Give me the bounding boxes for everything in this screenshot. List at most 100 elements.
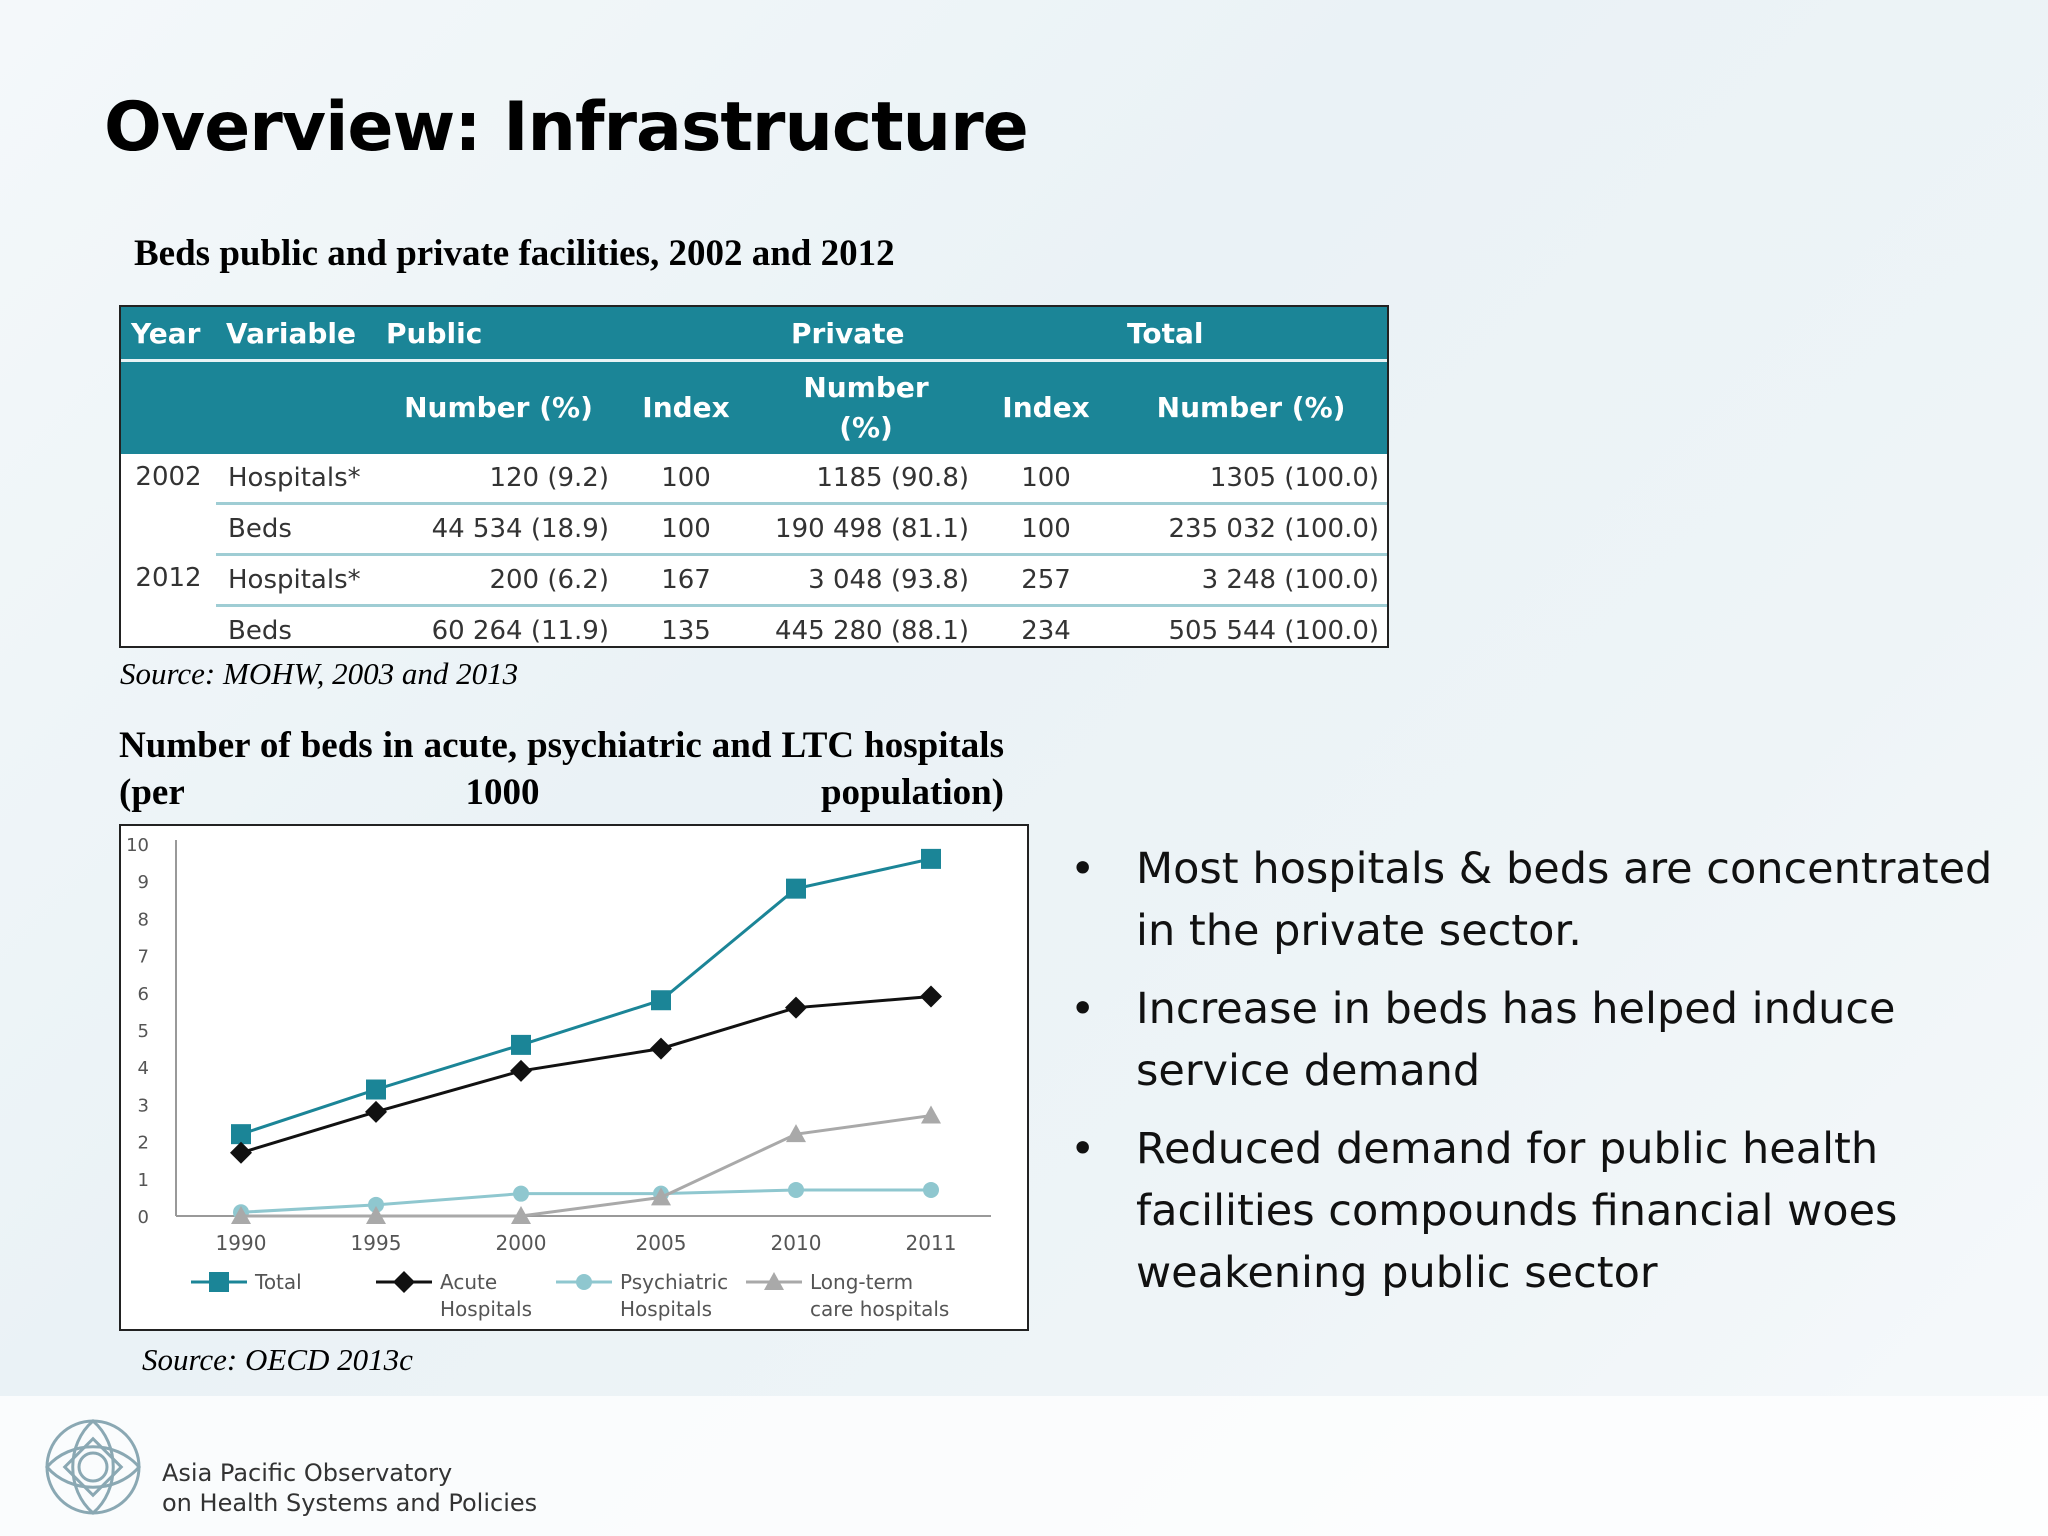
bullet-item: • Most hospitals & beds are concentrated… <box>1070 838 2010 962</box>
series-line-psychiatric-hospitals <box>240 1188 931 1214</box>
x-tick-label: 2011 <box>906 1231 957 1255</box>
cell-public-index: 135 <box>661 616 711 646</box>
organization-name: Asia Pacific Observatory on Health Syste… <box>162 1458 537 1518</box>
data-point-long-term-care-hospitals <box>921 1105 941 1124</box>
data-point-total <box>511 1034 531 1055</box>
data-point-total <box>921 848 941 869</box>
bullet-line: Most hospitals & beds are concentrated <box>1136 844 1993 894</box>
data-point-acute-hospitals <box>650 1037 672 1060</box>
data-point-acute-hospitals <box>365 1100 387 1123</box>
data-point-psychiatric-hospitals <box>513 1185 529 1202</box>
legend-marker-psychiatric-hospitals <box>576 1274 592 1290</box>
table-subheader-row: Number (%) Index Number (%) Index Number… <box>121 360 1387 454</box>
org-line: on Health Systems and Policies <box>162 1489 538 1517</box>
data-point-psychiatric-hospitals <box>788 1181 804 1198</box>
legend-label: Long-term <box>810 1270 913 1294</box>
data-point-total <box>786 878 806 899</box>
col-header-public: Public <box>376 307 752 362</box>
cell-public-number: 120 (9.2) <box>376 454 621 505</box>
cell-private-number: 1185 (90.8) <box>751 454 982 505</box>
cell-year: 2012 <box>135 562 202 593</box>
cell-private-index: 100 <box>981 454 1112 505</box>
legend-label: care hospitals <box>810 1297 949 1321</box>
legend-label: Psychiatric <box>620 1270 728 1294</box>
bullet-line: in the private sector. <box>1136 906 1582 956</box>
data-point-acute-hospitals <box>920 985 942 1008</box>
cell-public-number: 44 534 (18.9) <box>376 503 621 556</box>
y-tick-label: 0 <box>138 1207 149 1228</box>
data-point-total <box>366 1079 386 1100</box>
chart-svg: 0 1 2 3 4 5 6 7 8 9 10 1990 1995 2000 2005 2010 2011 Tota… <box>126 835 991 1321</box>
table-row: 2012 Hospitals* 200 (6.2) 167 3 048 (93.… <box>121 554 1387 607</box>
cell-private-index: 257 <box>981 554 1112 607</box>
bullet-dot: • <box>1070 844 1096 894</box>
col-header-variable: Variable <box>216 307 376 362</box>
y-tick-label: 10 <box>126 835 149 856</box>
cell-private-index: 234 <box>1021 616 1071 646</box>
bullet-line: facilities compounds financial woes <box>1136 1186 1898 1236</box>
series-line-acute-hospitals <box>240 995 932 1155</box>
bullet-dot: • <box>1070 1124 1096 1174</box>
subheader-public-index: Index <box>621 360 752 454</box>
cell-variable: Beds <box>228 616 292 646</box>
data-point-total <box>651 990 671 1011</box>
table-row: Beds 44 534 (18.9) 100 190 498 (81.1) 10… <box>121 503 1387 556</box>
data-point-acute-hospitals <box>510 1059 532 1082</box>
bullet-line: service demand <box>1136 1046 1481 1096</box>
col-header-total: Total <box>1111 307 1387 362</box>
data-point-long-term-care-hospitals <box>511 1206 531 1224</box>
cell-total-number: 1305 (100.0) <box>1111 454 1387 505</box>
subheader-public-number: Number (%) <box>376 360 621 454</box>
y-tick-label: 8 <box>138 909 149 930</box>
series-line-long-term-care-hospitals <box>241 1114 932 1218</box>
table-header-row: Year Variable Public Private Total <box>121 307 1387 362</box>
data-point-acute-hospitals <box>230 1141 252 1164</box>
data-point-long-term-care-hospitals <box>651 1187 671 1206</box>
data-point-long-term-care-hospitals <box>231 1206 251 1224</box>
series-line-total <box>240 857 932 1136</box>
cell-total-number: 3 248 (100.0) <box>1111 554 1387 607</box>
y-tick-label: 6 <box>138 984 149 1005</box>
cell-public-number: 200 (6.2) <box>376 554 621 607</box>
bullet-line: weakening public sector <box>1136 1248 1658 1298</box>
table-row: Beds 60 264 (11.9) 135 445 280 (88.1) 23… <box>121 606 1387 646</box>
y-tick-label: 9 <box>138 872 149 893</box>
y-tick-label: 3 <box>138 1095 149 1116</box>
data-point-acute-hospitals <box>785 996 807 1019</box>
legend-label: Acute <box>440 1270 497 1294</box>
x-tick-label: 2010 <box>771 1231 822 1255</box>
x-tick-label: 1990 <box>216 1231 267 1255</box>
y-tick-label: 2 <box>138 1133 149 1154</box>
cell-private-number: 190 498 (81.1) <box>751 503 982 556</box>
subheader-total-number: Number (%) <box>1111 360 1387 454</box>
y-tick-label: 5 <box>138 1021 149 1042</box>
cell-total-number: 235 032 (100.0) <box>1111 503 1387 556</box>
table-row: 2002 Hospitals* 120 (9.2) 100 1185 (90.8… <box>121 454 1387 505</box>
subheader-private-index: Index <box>981 360 1112 454</box>
data-point-long-term-care-hospitals <box>786 1124 806 1143</box>
legend-label: Total <box>254 1270 302 1294</box>
footer: Asia Pacific Observatory on Health Syste… <box>0 1396 2048 1536</box>
x-tick-label: 2005 <box>636 1231 687 1255</box>
beds-table: Year Variable Public Private Total Numbe… <box>121 307 1387 646</box>
slide-title: Overview: Infrastructure <box>104 88 1029 167</box>
data-point-total <box>231 1124 251 1145</box>
subheader-private-number: Number (%) <box>751 360 982 454</box>
legend-label: Hospitals <box>440 1297 532 1321</box>
legend-label: Hospitals <box>620 1297 712 1321</box>
beds-table-container: Year Variable Public Private Total Numbe… <box>119 305 1389 648</box>
legend-marker-long-term-care-hospitals <box>764 1272 784 1290</box>
x-tick-label: 2000 <box>496 1231 547 1255</box>
y-tick-label: 7 <box>138 947 149 968</box>
observatory-knot-logo-icon <box>45 1419 141 1515</box>
cell-year: 2002 <box>135 462 202 492</box>
cell-variable: Hospitals* <box>216 554 376 607</box>
chart-title: Number of beds in acute, psychiatric and… <box>119 722 1004 816</box>
table-source: Source: MOHW, 2003 and 2013 <box>120 656 519 691</box>
cell-public-number: 60 264 (11.9) <box>431 616 609 646</box>
chart-source: Source: OECD 2013c <box>142 1342 413 1377</box>
table-title: Beds public and private facilities, 2002… <box>134 233 895 274</box>
cell-public-index: 100 <box>621 503 752 556</box>
cell-private-number: 445 280 (88.1) <box>775 616 970 646</box>
cell-private-number: 3 048 (93.8) <box>751 554 982 607</box>
